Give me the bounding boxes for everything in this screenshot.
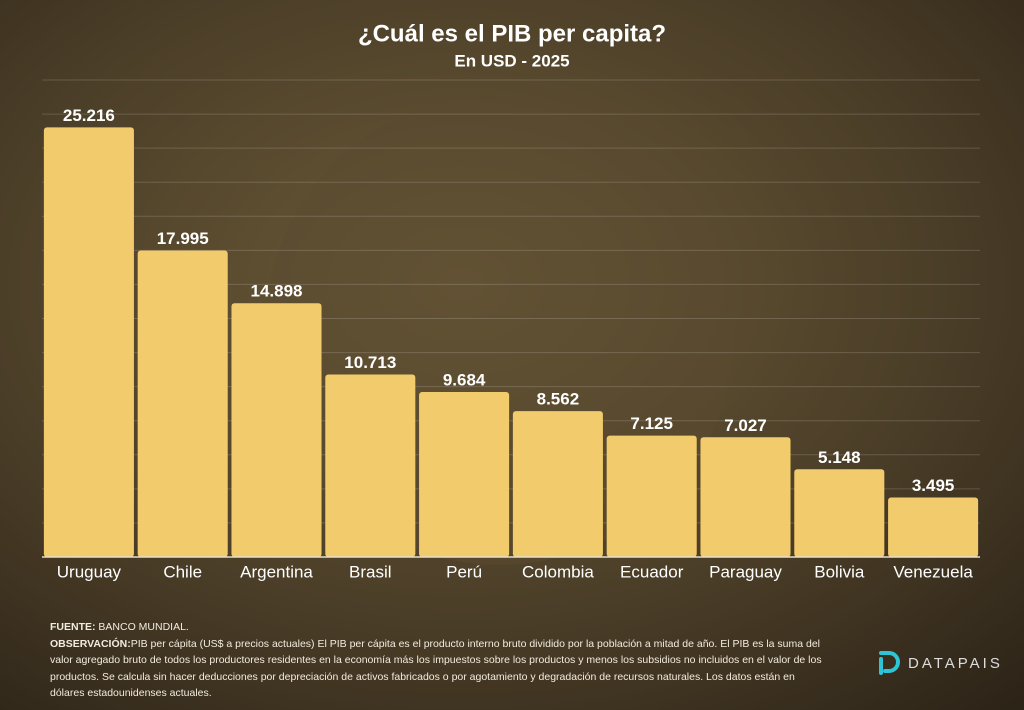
brand-name: DATAPAIS [908, 654, 1003, 672]
bar [43, 127, 134, 557]
x-tick-label: Venezuela [893, 562, 973, 581]
value-label: 3.495 [912, 476, 955, 495]
source-text: BANCO MUNDIAL. [95, 621, 189, 633]
value-label: 25.216 [63, 106, 115, 125]
bar [512, 411, 603, 557]
source: FUENTE: BANCO MUNDIAL. [50, 619, 830, 636]
value-label: 8.562 [537, 390, 580, 409]
x-tick-label: Uruguay [57, 562, 122, 581]
bar [325, 374, 416, 557]
x-tick-label: Perú [446, 562, 482, 581]
source-label: FUENTE: [50, 621, 96, 633]
value-label: 5.148 [818, 448, 861, 467]
x-tick-label: Ecuador [620, 562, 684, 581]
footer-note: FUENTE: BANCO MUNDIAL. OBSERVACIÓN:PIB p… [50, 619, 830, 702]
x-tick-label: Brasil [349, 562, 392, 581]
value-label: 7.027 [724, 416, 767, 435]
value-label: 10.713 [344, 353, 396, 372]
note-text: PIB per cápita (US$ a precios actuales) … [50, 637, 822, 700]
bar [888, 497, 979, 557]
value-label: 17.995 [157, 229, 209, 248]
chart-subtitle: En USD - 2025 [454, 51, 569, 70]
bar [606, 435, 697, 557]
x-tick-label: Colombia [522, 562, 594, 581]
x-tick-label: Paraguay [709, 562, 782, 581]
brand-logo: DATAPAIS [878, 650, 1003, 676]
brand-icon [879, 651, 900, 675]
bar [700, 437, 791, 557]
chart-title: ¿Cuál es el PIB per capita? [358, 20, 666, 47]
x-tick-label: Chile [163, 562, 202, 581]
value-label: 7.125 [630, 414, 673, 433]
x-tick-label: Argentina [240, 562, 313, 581]
bar [137, 250, 228, 557]
bar [231, 303, 322, 557]
note-label: OBSERVACIÓN: [50, 637, 131, 650]
x-tick-label: Bolivia [814, 562, 865, 581]
bar [419, 392, 510, 557]
bar [794, 469, 885, 557]
value-label: 14.898 [251, 282, 303, 301]
value-label: 9.684 [443, 371, 486, 390]
observation: OBSERVACIÓN:PIB per cápita (US$ a precio… [50, 636, 830, 702]
